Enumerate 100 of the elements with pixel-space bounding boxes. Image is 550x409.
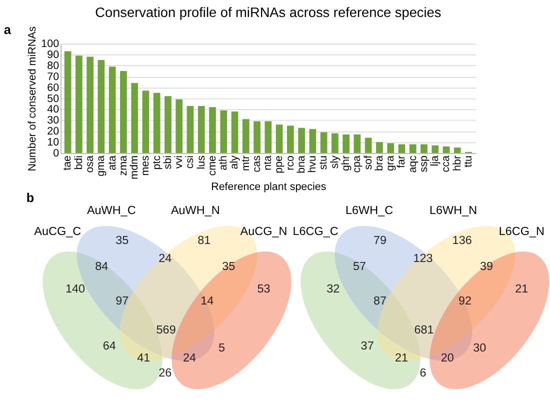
bar (432, 145, 439, 154)
y-tick-label: 0 (53, 147, 60, 160)
text: 26 (158, 366, 172, 380)
x-tick-label: csi (184, 155, 196, 169)
x-tick-label: ghr (340, 155, 352, 171)
text: 681 (414, 323, 434, 336)
x-tick-label: nta (262, 155, 274, 170)
x-tick-label: stu (318, 155, 330, 170)
x-tick-label: sly (328, 154, 341, 169)
bar (86, 56, 94, 154)
text: a (4, 22, 12, 37)
y-axis-title: Number of conserved miRNAs (26, 26, 38, 172)
y-tick-label: 50 (47, 92, 60, 105)
bar (108, 66, 116, 154)
bar (76, 56, 82, 154)
bar (398, 144, 406, 154)
text: 84 (95, 260, 109, 274)
text: 53 (257, 282, 270, 296)
category-label: AuWH_C (86, 204, 136, 218)
y-tick-label: 10 (47, 136, 60, 149)
bar (209, 107, 216, 154)
x-tick-label: ptc (150, 154, 163, 170)
bar (420, 144, 428, 154)
text: 24 (182, 351, 197, 364)
bar (220, 110, 228, 154)
x-tick-label: cca (440, 155, 452, 172)
bar (98, 60, 105, 154)
bar (387, 143, 394, 154)
y-tick-label: 100 (41, 38, 60, 50)
x-tick-label: bdi (72, 155, 85, 170)
x-tick-label: sof (362, 155, 374, 170)
bar (186, 106, 194, 154)
x-tick-label: gra (384, 155, 397, 171)
text: 30 (473, 341, 487, 354)
y-tick-label: 70 (47, 70, 60, 83)
bar (264, 121, 272, 154)
category-label: L6WH_N (430, 204, 478, 218)
bar (142, 90, 150, 154)
text: 6 (420, 366, 426, 380)
text: 35 (116, 234, 130, 247)
bar (176, 99, 183, 154)
text: 37 (360, 340, 374, 353)
category-label: AuWH_N (170, 204, 220, 218)
bar (309, 128, 316, 154)
x-tick-label: ata (106, 155, 118, 170)
y-tick-label: 30 (47, 114, 60, 127)
x-tick-label: bna (295, 155, 308, 174)
category-label: L6CG_C (292, 224, 339, 238)
x-tick-label: aly (228, 154, 241, 170)
text: 64 (102, 340, 116, 353)
bar (64, 51, 72, 154)
text: 24 (158, 252, 172, 265)
category-label: L6CG_N (498, 224, 544, 238)
y-tick-label: 60 (47, 82, 60, 94)
text: 79 (373, 234, 387, 247)
bar (298, 128, 305, 154)
x-tick-label: ssp (418, 155, 430, 172)
bar (153, 92, 160, 154)
x-tick-label: zma (117, 155, 130, 176)
x-tick-label: lja (429, 155, 442, 166)
bar (287, 126, 294, 154)
text: b (26, 190, 34, 205)
x-tick-label: bra (373, 155, 386, 171)
text: 21 (394, 351, 408, 364)
x-tick-label: aqc (406, 154, 419, 173)
x-tick-label: osa (84, 155, 96, 173)
x-tick-label: sbi (162, 155, 174, 170)
bar (442, 146, 450, 154)
y-tick-label: 20 (47, 126, 60, 138)
text: 35 (222, 260, 236, 274)
y-tick-label: 40 (47, 104, 60, 116)
x-tick-label: ppe (273, 155, 286, 174)
bar (364, 138, 372, 154)
bar (254, 121, 260, 154)
bar (198, 106, 205, 154)
text: 32 (326, 282, 340, 296)
category-label: AuCG_N (240, 224, 288, 238)
x-axis-title: Reference plant species (211, 181, 326, 194)
x-tick-label: lus (195, 155, 208, 170)
x-tick-label: hvu (306, 155, 319, 173)
x-tick-label: cpa (351, 155, 364, 173)
bar (242, 119, 250, 154)
x-tick-label: mdm (128, 155, 141, 180)
text: 57 (352, 260, 366, 274)
text: 81 (198, 234, 211, 247)
bar (409, 144, 416, 154)
x-tick-label: ttu (462, 155, 474, 168)
x-tick-label: hbr (451, 155, 464, 171)
bar (164, 96, 172, 154)
bar (332, 133, 338, 154)
bar (354, 134, 361, 154)
bar (454, 148, 461, 154)
bar (342, 134, 350, 154)
chart-title: Conservation profile of miRNAs across reference species (95, 5, 442, 20)
text: 569 (156, 323, 176, 336)
text: 20 (440, 351, 454, 364)
bar (120, 70, 127, 154)
text: 87 (373, 294, 387, 308)
text: 39 (480, 260, 494, 274)
x-tick-label: ath (218, 155, 230, 170)
